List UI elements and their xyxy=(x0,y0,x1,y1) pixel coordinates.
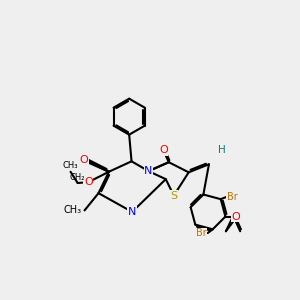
Text: H: H xyxy=(218,145,225,155)
Text: CH₂: CH₂ xyxy=(70,173,86,182)
Text: CH₃: CH₃ xyxy=(64,206,82,215)
Text: CH₃: CH₃ xyxy=(63,161,78,170)
Text: N: N xyxy=(128,207,136,217)
Text: Br: Br xyxy=(196,228,207,238)
Text: O: O xyxy=(159,145,168,155)
Text: S: S xyxy=(170,190,177,200)
Text: O: O xyxy=(80,155,88,166)
Text: O: O xyxy=(232,212,240,222)
Text: N: N xyxy=(144,166,153,176)
Text: Br: Br xyxy=(226,192,237,202)
Text: O: O xyxy=(84,177,93,187)
